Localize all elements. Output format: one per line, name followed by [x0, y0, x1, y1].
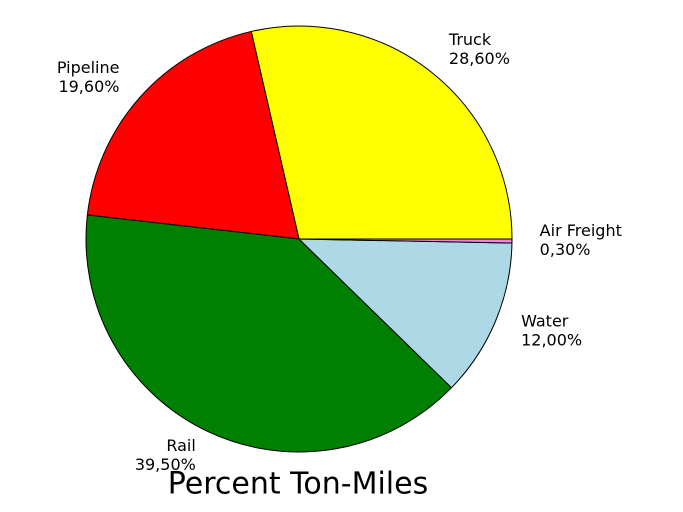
pie-slice	[250, 25, 513, 240]
slice-label: Rail	[166, 436, 195, 455]
slice-value-label: 0,30%	[540, 240, 591, 259]
pie-slice	[85, 214, 453, 453]
slice-value-label: 39,50%	[135, 455, 196, 474]
slice-value-label: 19,60%	[58, 77, 119, 96]
pie-slice	[297, 238, 513, 389]
pie-slice	[86, 30, 300, 240]
chart-title: Percent Ton-Miles	[168, 467, 428, 502]
slice-label: Truck	[448, 30, 492, 49]
slice-label: Air Freight	[540, 221, 622, 240]
slice-label: Pipeline	[57, 58, 120, 77]
slice-label: Water	[521, 311, 569, 330]
slice-value-label: 12,00%	[521, 330, 582, 349]
slice-value-label: 28,60%	[449, 49, 510, 68]
pie-slice	[298, 238, 513, 244]
